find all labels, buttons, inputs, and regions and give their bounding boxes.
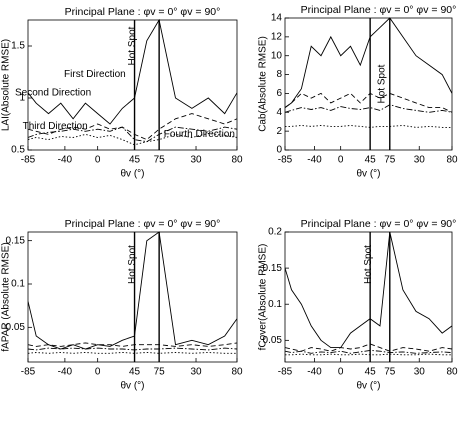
annotation: Hot Spot (377, 64, 388, 103)
x-tick-label: 80 (446, 367, 458, 378)
y-tick-label: 12 (271, 31, 283, 42)
y-axis-label: fAPAR (Absolute RMSE) (1, 242, 12, 351)
x-tick-label: 45 (365, 367, 377, 378)
x-tick-label: 0 (338, 367, 344, 378)
chart-title: Principal Plane : φv = 0° φv = 90° (65, 6, 221, 18)
annotation: Second Direction (15, 87, 91, 98)
x-axis-label: θv (°) (357, 169, 381, 180)
y-tick-label: 0.15 (263, 263, 283, 274)
annotation: Hot Spot (127, 245, 138, 284)
x-tick-label: 30 (414, 155, 426, 166)
y-tick-label: 0.05 (6, 322, 26, 333)
x-axis-label: θv (°) (357, 381, 381, 392)
plot-frame (284, 231, 453, 363)
y-tick-label: 4 (276, 107, 282, 118)
plot-frame (284, 17, 453, 151)
y-tick-label: 14 (271, 13, 283, 24)
annotation: Hot Spot (127, 26, 138, 65)
x-tick-label: 0 (338, 155, 344, 166)
panel: 0.05 0.1 0.15 0.2 -85 -40 0 45 75 30 80 Principal P… (258, 218, 458, 392)
annotation: First Direction (64, 69, 126, 80)
x-tick-label: 80 (231, 155, 243, 166)
panel: 0.05 0.1 0.15 -85 -40 0 45 75 30 80 Principal Plan… (1, 218, 243, 392)
series-line (28, 126, 237, 143)
panel: 0 2 4 6 8 10 12 14 -85 -40 0 45 75 30 80 Principal Plan… (258, 4, 458, 180)
y-axis-label: Cab(Absolute RMSE) (258, 36, 269, 132)
y-tick-label: 1.5 (11, 41, 25, 52)
plot-frame (27, 231, 238, 363)
series-line (285, 343, 452, 352)
x-tick-label: 80 (446, 155, 458, 166)
x-tick-label: -40 (58, 367, 73, 378)
x-tick-label: -40 (307, 367, 322, 378)
series-line (285, 104, 452, 113)
x-tick-label: -85 (21, 367, 36, 378)
x-tick-label: 80 (231, 367, 243, 378)
x-tick-label: -85 (21, 155, 36, 166)
series-line (285, 92, 452, 113)
y-tick-label: 8 (276, 69, 282, 80)
y-axis-label: fCover(Absolute RMSE) (258, 244, 269, 351)
series-line (28, 347, 237, 351)
x-tick-label: 45 (129, 367, 141, 378)
annotation: Hot Spot (363, 245, 374, 284)
series-line (285, 349, 452, 354)
series-line (28, 231, 237, 350)
series-line (28, 342, 237, 347)
y-tick-label: 0.1 (11, 279, 25, 290)
x-tick-label: 75 (154, 155, 166, 166)
x-tick-label: 45 (365, 155, 377, 166)
y-tick-label: 0 (276, 145, 282, 156)
x-tick-label: -85 (278, 155, 293, 166)
y-tick-label: 0.2 (268, 227, 282, 238)
y-tick-label: 2 (276, 126, 282, 137)
series-line (28, 19, 237, 125)
x-tick-label: 30 (190, 155, 202, 166)
y-tick-label: 10 (271, 50, 283, 61)
y-axis-label: LAI(Absolute RMSE) (1, 39, 12, 131)
plot-frame (27, 19, 238, 151)
x-tick-label: 45 (129, 155, 141, 166)
x-tick-label: 0 (95, 155, 101, 166)
x-tick-label: 30 (414, 367, 426, 378)
x-tick-label: -85 (278, 367, 293, 378)
y-tick-label: 0.5 (11, 145, 25, 156)
series-line (285, 17, 452, 108)
x-tick-label: 30 (190, 367, 202, 378)
annotation: Fourth Direction (164, 129, 235, 140)
series-line (285, 353, 452, 356)
x-tick-label: -40 (58, 155, 73, 166)
x-tick-label: 75 (384, 367, 396, 378)
y-tick-label: 1 (19, 93, 25, 104)
annotation: Third Direction (23, 121, 88, 132)
panel: 0.5 1 1.5 -85 -40 0 45 75 30 80 Principal Plane : … (1, 6, 243, 180)
y-tick-label: 6 (276, 88, 282, 99)
series-line (285, 125, 452, 128)
chart-title: Principal Plane : φv = 0° φv = 90° (301, 4, 457, 16)
chart-title: Principal Plane : φv = 0° φv = 90° (65, 218, 221, 230)
series-line (285, 231, 452, 349)
y-tick-label: 0.05 (263, 335, 283, 346)
series-line (28, 352, 237, 354)
x-tick-label: 0 (95, 367, 101, 378)
y-tick-label: 0.1 (268, 299, 282, 310)
x-axis-label: θv (°) (121, 169, 145, 180)
x-tick-label: 75 (384, 155, 396, 166)
series-line (28, 132, 237, 146)
chart-title: Principal Plane : φv = 0° φv = 90° (301, 218, 457, 230)
y-tick-label: 0.15 (6, 235, 26, 246)
x-axis-label: θv (°) (121, 381, 145, 392)
x-tick-label: -40 (307, 155, 322, 166)
x-tick-label: 75 (154, 367, 166, 378)
